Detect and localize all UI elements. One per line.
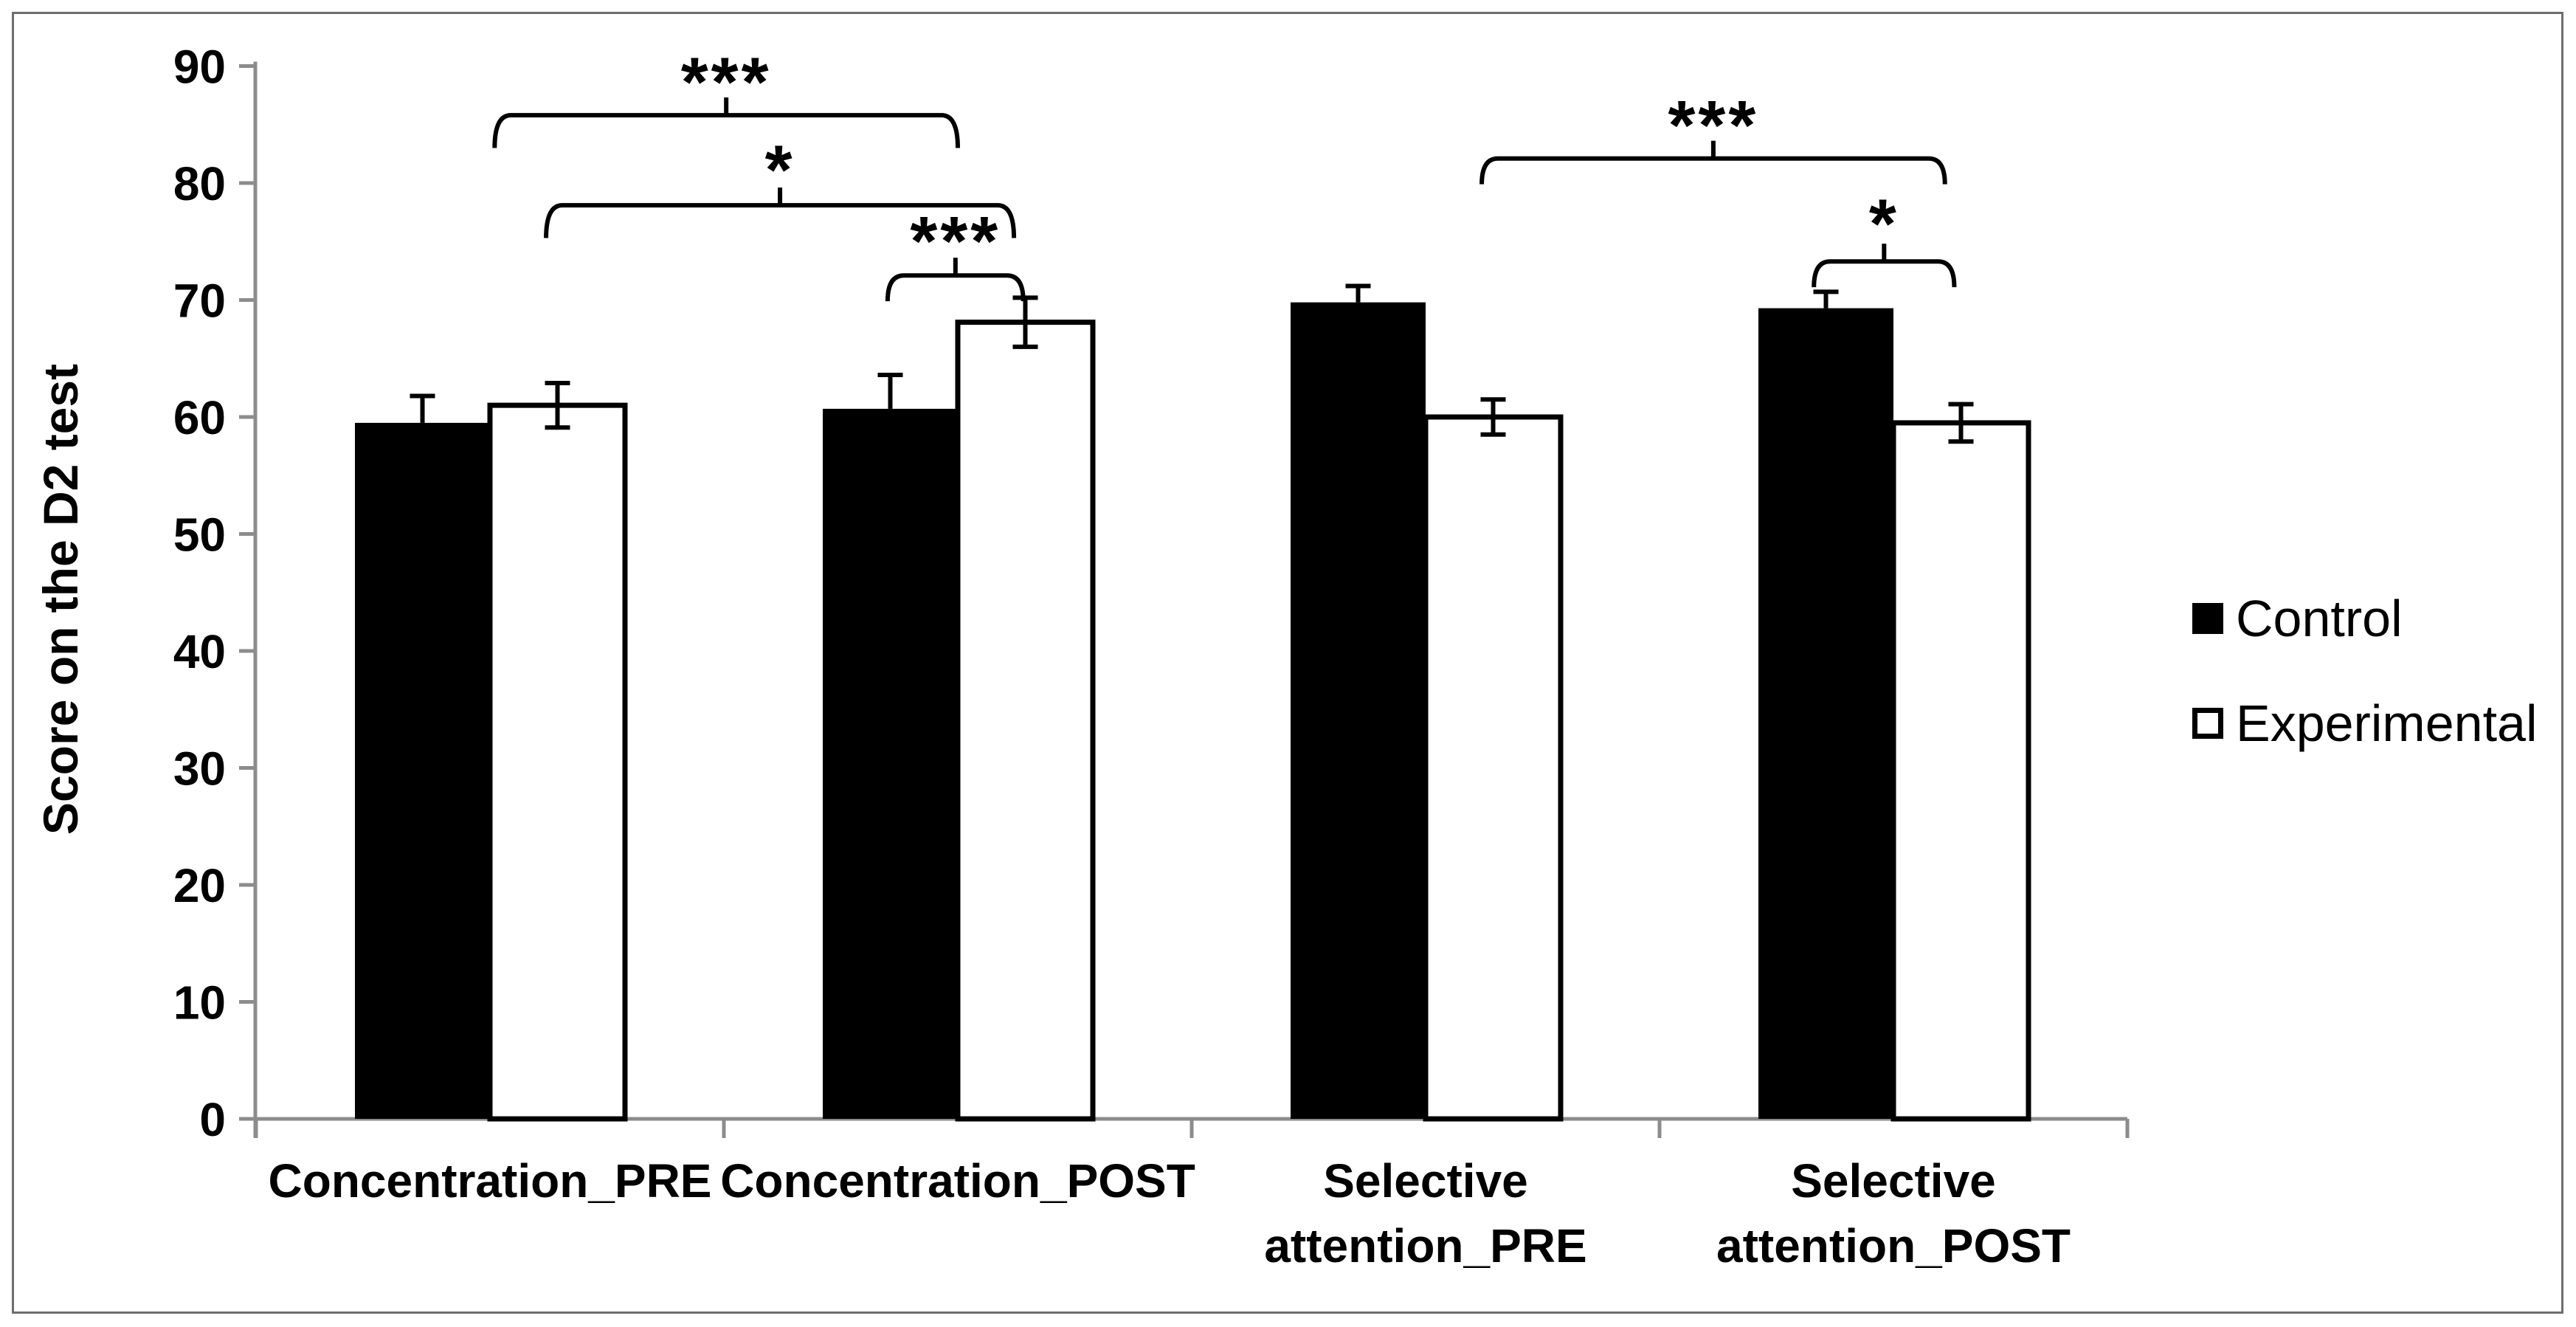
significance-label: *	[1869, 185, 1899, 263]
control-swatch-icon	[2192, 603, 2223, 634]
x-category-label: Concentration_POST	[720, 1154, 1195, 1207]
y-tick-label: 80	[173, 157, 226, 210]
y-tick-label: 30	[173, 742, 226, 796]
x-category-label: attention_PRE	[1264, 1219, 1586, 1272]
legend-item-experimental: Experimental	[2192, 697, 2538, 750]
axes: 0 10 20 30 40 50 60 70 80 90	[173, 41, 2130, 1146]
bar-group	[823, 295, 1096, 1122]
bar-group	[355, 381, 628, 1122]
significance-label: ***	[910, 202, 1001, 280]
legend-label-control: Control	[2236, 590, 2403, 647]
bar-experimental	[487, 402, 628, 1122]
experimental-swatch-icon	[2192, 708, 2223, 739]
category-labels: Concentration_PRE Concentration_POST Selec…	[269, 1154, 2071, 1272]
y-tick-label: 50	[173, 509, 226, 562]
y-tick-label: 40	[173, 625, 226, 678]
bar-experimental	[955, 320, 1096, 1122]
x-category-label: Concentration_PRE	[269, 1154, 712, 1207]
significance-bracket: ***	[492, 44, 960, 148]
bar-control	[1291, 302, 1426, 1119]
significance-label: ***	[1668, 86, 1758, 165]
significance-bracket: ***	[885, 202, 1026, 302]
x-category-label: attention_POST	[1716, 1219, 2071, 1272]
figure-border	[12, 12, 2563, 1314]
y-tick-label: 10	[173, 976, 226, 1030]
significance-bracket: ***	[1479, 86, 1947, 185]
legend: Control Experimental	[2192, 0, 2576, 812]
x-category-label: Selective	[1323, 1154, 1528, 1207]
bar-experimental	[1423, 414, 1564, 1122]
bar-control	[1758, 308, 1893, 1120]
significance-bracket: *	[544, 131, 1017, 238]
significance-label: *	[765, 131, 795, 209]
legend-label-experimental: Experimental	[2236, 694, 2538, 752]
bar-group	[1291, 283, 1564, 1122]
y-tick-label: 90	[173, 41, 226, 94]
x-category-label: Selective	[1791, 1154, 1996, 1207]
y-tick-label: 0	[199, 1093, 226, 1146]
significance-label: ***	[681, 44, 772, 122]
y-tick-label: 70	[173, 275, 226, 328]
bar-group	[1758, 289, 2031, 1122]
bar-control	[355, 422, 490, 1119]
bar-control	[823, 408, 958, 1119]
bracket-line	[1812, 259, 1957, 288]
bar-experimental	[1890, 420, 2031, 1122]
y-tick-label: 60	[173, 391, 226, 444]
y-tick-label: 20	[173, 859, 226, 912]
y-axis-title: Score on the D2 test	[33, 363, 88, 835]
significance-bracket: *	[1812, 185, 1957, 288]
legend-item-control: Control	[2192, 592, 2403, 645]
